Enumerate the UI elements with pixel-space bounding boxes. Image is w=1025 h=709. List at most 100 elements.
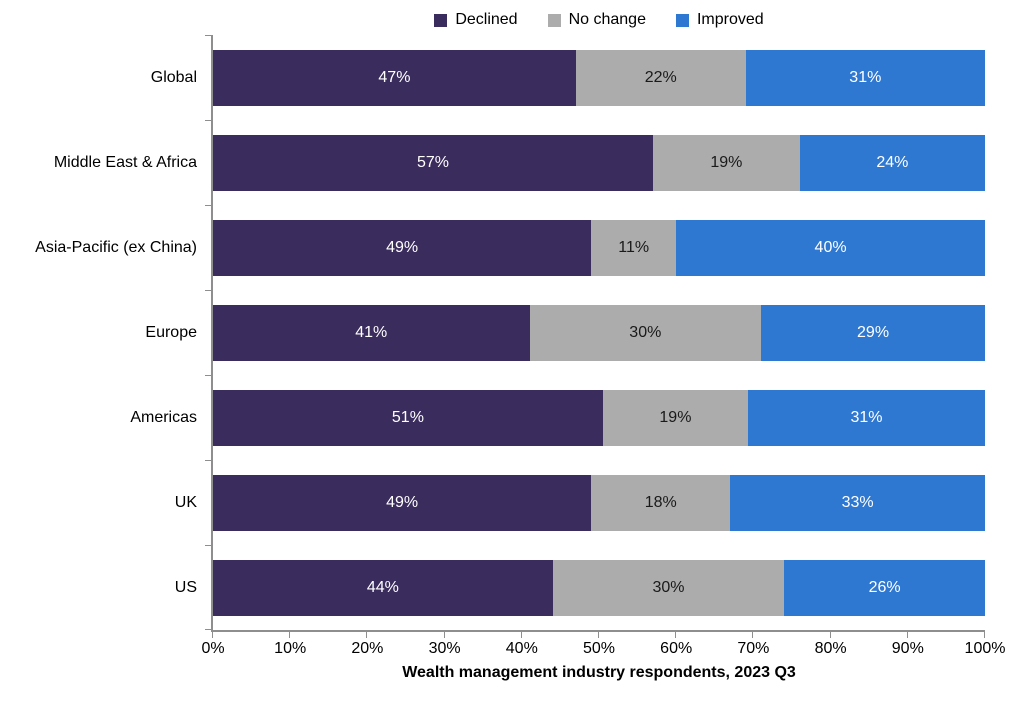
bar-row-asia-pacific-ex-china: 49% 11% 40% xyxy=(213,205,985,290)
bar-segment-declined: 51% xyxy=(213,389,603,446)
bar-segment-improved: 31% xyxy=(745,49,985,106)
x-axis-tick xyxy=(598,632,599,638)
bar-segment-no-change: 30% xyxy=(529,304,762,361)
stacked-bar-global: 47% 22% 31% xyxy=(213,49,985,106)
y-axis-tick xyxy=(205,120,211,121)
bar-segment-declined: 57% xyxy=(213,134,654,191)
x-tick-label-0: 0% xyxy=(201,640,225,657)
bar-value-label: 41% xyxy=(355,323,388,341)
stacked-bar-us: 44% 30% 26% xyxy=(213,559,985,616)
bar-value-label: 51% xyxy=(391,408,424,426)
bar-value-label: 57% xyxy=(417,153,450,171)
chart-legend: Declined No change Improved xyxy=(213,5,985,35)
x-axis-tick xyxy=(520,632,522,638)
bar-row-americas: 51% 19% 31% xyxy=(213,375,985,460)
x-axis-tick-labels: 0% 10% 20% 30% 40% 50% 60% 70% 80% 90% 100% xyxy=(201,632,1005,660)
legend-item-declined: Declined xyxy=(434,11,518,29)
y-axis-tick xyxy=(205,375,211,376)
stacked-bar-europe: 41% 30% 29% xyxy=(213,304,985,361)
x-tick-label-20: 20% xyxy=(351,640,384,657)
category-label-global: Global xyxy=(150,68,197,86)
bar-value-label: 31% xyxy=(850,408,883,426)
x-tick-label-70: 70% xyxy=(737,640,770,657)
y-axis-category-labels: Global Middle East & Africa Asia-Pacific (… xyxy=(0,35,211,632)
x-axis-tick xyxy=(366,632,368,638)
legend-label-declined: Declined xyxy=(455,11,518,28)
bar-segment-improved: 40% xyxy=(676,219,985,276)
bar-value-label: 49% xyxy=(386,493,419,511)
bar-value-label: 11% xyxy=(618,238,650,256)
bar-segment-improved: 26% xyxy=(784,559,985,616)
category-label-middle-east-africa: Middle East & Africa xyxy=(53,153,197,171)
x-axis-tick xyxy=(984,632,985,638)
bar-segment-no-change: 30% xyxy=(552,559,785,616)
x-tick-label-40: 40% xyxy=(505,640,538,657)
bar-segment-no-change: 19% xyxy=(602,389,749,446)
bar-segment-improved: 33% xyxy=(730,474,985,531)
x-axis-tick xyxy=(752,632,754,638)
bar-row-uk: 49% 18% 33% xyxy=(213,460,985,545)
stacked-bar-americas: 51% 19% 31% xyxy=(213,389,985,446)
x-axis-title: Wealth management industry respondents, … xyxy=(402,664,796,681)
bar-value-label: 31% xyxy=(849,68,882,86)
y-axis-tick xyxy=(205,460,211,461)
bar-value-label: 30% xyxy=(629,323,662,341)
bar-value-label: 29% xyxy=(857,323,890,341)
x-tick-label-60: 60% xyxy=(660,640,693,657)
plot-region: Global Middle East & Africa Asia-Pacific (… xyxy=(0,35,1025,638)
x-axis-tick xyxy=(212,632,213,638)
x-tick-label-50: 50% xyxy=(582,640,616,657)
bar-row-europe: 41% 30% 29% xyxy=(213,290,985,375)
bar-value-label: 18% xyxy=(644,493,677,511)
x-axis-tick xyxy=(443,632,445,638)
bar-value-label: 49% xyxy=(386,238,419,256)
y-axis-tick xyxy=(205,290,211,291)
bar-segment-declined: 49% xyxy=(213,219,592,276)
category-label-americas: Americas xyxy=(130,408,197,426)
x-tick-label-80: 80% xyxy=(814,640,847,657)
bar-segment-declined: 44% xyxy=(213,559,553,616)
stacked-bar-uk: 49% 18% 33% xyxy=(213,474,985,531)
x-axis-tick xyxy=(906,632,908,638)
bar-segment-no-change: 22% xyxy=(575,49,746,106)
bar-value-label: 19% xyxy=(710,153,743,171)
bar-segment-declined: 41% xyxy=(213,304,530,361)
y-axis-tick xyxy=(205,205,211,206)
y-axis-tick xyxy=(205,629,211,630)
legend-item-no-change: No change xyxy=(547,11,646,29)
legend-swatch-declined xyxy=(434,13,448,27)
bar-value-label: 26% xyxy=(868,578,901,596)
x-tick-label-90: 90% xyxy=(891,640,924,657)
bar-value-label: 44% xyxy=(366,578,399,596)
bar-value-label: 24% xyxy=(876,153,909,171)
y-axis-tick xyxy=(205,35,211,36)
bar-segment-no-change: 11% xyxy=(591,219,677,276)
bar-value-label: 30% xyxy=(652,578,685,596)
bar-row-middle-east-africa: 57% 19% 24% xyxy=(213,120,985,205)
bar-segment-improved: 29% xyxy=(761,304,985,361)
bar-segment-no-change: 19% xyxy=(653,134,800,191)
y-axis-tick xyxy=(205,545,211,546)
category-label-europe: Europe xyxy=(145,323,197,341)
category-label-asia-pacific-ex-china: Asia-Pacific (ex China) xyxy=(35,238,197,256)
bar-row-us: 44% 30% 26% xyxy=(213,545,985,630)
bar-value-label: 19% xyxy=(659,408,692,426)
bar-segment-declined: 49% xyxy=(213,474,592,531)
x-axis-tick xyxy=(829,632,831,638)
legend-swatch-improved xyxy=(675,13,689,27)
bar-segment-improved: 24% xyxy=(799,134,985,191)
plot-area: 47% 22% 31% 57% 19% 24% 49% 11% 40% 41% 30% 29% 51% 1… xyxy=(205,35,985,638)
x-tick-label-100: 100% xyxy=(964,640,1006,657)
bar-segment-no-change: 18% xyxy=(591,474,731,531)
x-tick-label-10: 10% xyxy=(274,640,307,657)
bar-segment-declined: 47% xyxy=(213,49,576,106)
x-axis-tick xyxy=(289,632,291,638)
legend-swatch-no-change xyxy=(547,13,561,27)
stacked-bar-middle-east-africa: 57% 19% 24% xyxy=(213,134,985,191)
bar-value-label: 33% xyxy=(841,493,874,511)
bar-row-global: 47% 22% 31% xyxy=(213,35,985,120)
bar-value-label: 47% xyxy=(378,68,411,86)
x-axis-tick xyxy=(675,632,677,638)
legend-label-improved: Improved xyxy=(696,11,764,28)
